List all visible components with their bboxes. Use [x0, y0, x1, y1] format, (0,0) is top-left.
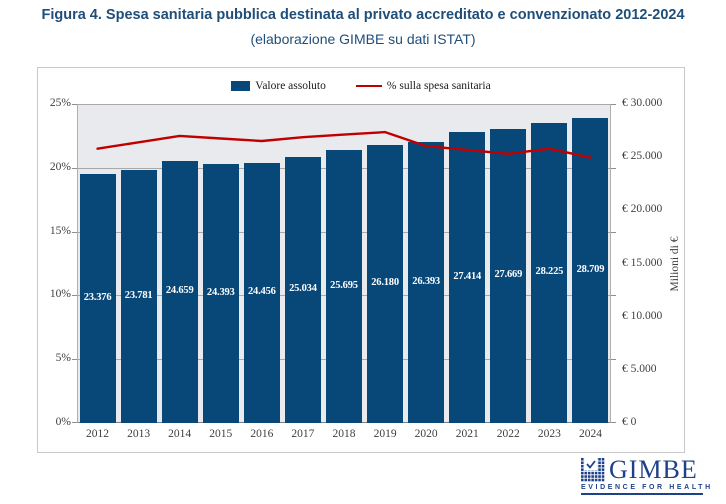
bar-2019: 26.180 — [367, 144, 404, 423]
right-axis-label-20000: € 20.000 — [622, 203, 663, 216]
left-axis-tick — [72, 359, 77, 361]
line-swatch-icon — [355, 84, 382, 88]
bar-2022: 27.669 — [490, 128, 527, 423]
x-axis-label-2020: 2020 — [414, 428, 438, 440]
right-axis-label-30000: € 30.000 — [622, 97, 663, 109]
plot-area: 23.376 23.781 24.659 24.393 24.456 25.034 25.6… — [77, 104, 611, 423]
bar-value-label-2016: 24.456 — [248, 286, 276, 298]
left-axis-tick — [72, 231, 77, 233]
gimbe-grid-check-icon — [581, 458, 605, 482]
bar-value-label-2015: 24.393 — [206, 286, 235, 298]
left-axis-tick — [72, 422, 77, 423]
bar-2016: 24.456 — [243, 162, 280, 423]
left-axis-label-5: 5% — [55, 352, 71, 365]
bar-value-label-2012: 23.376 — [83, 292, 112, 304]
x-axis-label-2018: 2018 — [332, 428, 356, 440]
bar-2020: 26.393 — [408, 142, 445, 423]
figure-title: Figura 4. Spesa sanitaria pubblica desti… — [41, 7, 685, 23]
x-axis-label-2022: 2022 — [496, 428, 520, 440]
bar-2017: 25.034 — [284, 156, 321, 423]
x-axis-label-2021: 2021 — [455, 428, 479, 440]
gimbe-logo: GIMBE EVIDENCE FOR HEALTH — [581, 455, 713, 495]
bar-2023: 28.225 — [531, 122, 568, 423]
x-axis-label-2017: 2017 — [291, 428, 315, 440]
bar-2015: 24.393 — [202, 163, 239, 423]
figure-subtitle: (elaborazione GIMBE su dati ISTAT) — [250, 31, 476, 47]
left-axis-label-15: 15% — [49, 224, 71, 237]
left-axis-label-0: 0% — [55, 416, 71, 428]
x-axis-label-2019: 2019 — [373, 428, 397, 440]
gridline-25 — [77, 104, 611, 105]
right-axis-tick — [611, 422, 616, 423]
bar-2013: 23.781 — [120, 170, 157, 423]
bar-2024: 28.709 — [572, 117, 609, 423]
legend-item-percentuale: % sulla spesa sanitaria — [355, 80, 491, 92]
percentage-line-series — [96, 130, 592, 159]
x-axis-label-2012: 2012 — [86, 428, 110, 440]
right-axis-label-10000: € 10.000 — [622, 309, 663, 322]
right-axis-tick — [611, 231, 616, 233]
x-axis-label-2015: 2015 — [209, 428, 233, 440]
x-axis-label-2023: 2023 — [537, 428, 561, 440]
bar-value-label-2022: 27.669 — [494, 269, 523, 281]
right-axis-label-25000: € 25.000 — [622, 150, 663, 163]
gimbe-logo-top: GIMBE — [581, 455, 703, 484]
x-axis-label-2016: 2016 — [250, 428, 274, 440]
bar-value-label-2023: 28.225 — [535, 266, 564, 278]
bar-value-label-2019: 26.180 — [371, 277, 399, 289]
left-axis-label-10: 10% — [49, 288, 71, 301]
x-axis-label-2024: 2024 — [578, 428, 602, 440]
bar-value-label-2024: 28.709 — [576, 263, 605, 275]
bar-value-label-2014: 24.659 — [165, 285, 194, 297]
x-axis-label-2014: 2014 — [168, 428, 192, 440]
bar-2018: 25.695 — [326, 149, 362, 423]
right-axis-tick — [611, 295, 616, 297]
left-axis-label-25: 25% — [49, 97, 71, 109]
right-axis-tick — [611, 167, 616, 169]
plot-area-wrap: 23.376 23.781 24.659 24.393 24.456 25.034 25.6… — [50, 97, 681, 440]
bar-2021: 27.414 — [449, 131, 486, 423]
x-axis-label-2013: 2013 — [127, 428, 151, 440]
left-axis-tick — [72, 295, 77, 297]
right-axis-label-0: € 0 — [622, 416, 637, 428]
legend-label-valore-assoluto: Valore assoluto — [255, 80, 326, 92]
plot-right-edge — [610, 104, 611, 423]
bar-value-label-2020: 26.393 — [412, 276, 440, 288]
right-axis-label-15000: € 15.000 — [622, 256, 663, 269]
chart-legend: Valore assoluto % sulla spesa sanitaria — [38, 80, 684, 92]
right-axis-title: Milioni di € — [669, 236, 681, 291]
bar-2012: 23.376 — [79, 174, 116, 423]
left-axis-tick — [72, 104, 77, 105]
bar-value-label-2021: 27.414 — [453, 270, 482, 282]
chart-panel: Valore assoluto % sulla spesa sanitaria … — [37, 67, 685, 453]
legend-item-valore-assoluto: Valore assoluto — [231, 80, 326, 92]
gimbe-tagline: EVIDENCE FOR HEALTH — [581, 484, 713, 491]
bar-value-label-2017: 25.034 — [289, 283, 317, 295]
gimbe-wordmark: GIMBE — [609, 455, 698, 484]
bar-value-label-2018: 25.695 — [330, 279, 358, 291]
right-axis-tick — [611, 359, 616, 361]
bar-value-label-2013: 23.781 — [124, 290, 153, 302]
left-axis-label-20: 20% — [49, 160, 71, 173]
right-axis-label-5000: € 5.000 — [622, 362, 657, 375]
right-axis-tick — [611, 104, 616, 105]
legend-label-percentuale: % sulla spesa sanitaria — [386, 80, 491, 92]
bar-2014: 24.659 — [161, 160, 198, 423]
bar-swatch-icon — [231, 81, 251, 91]
left-axis-tick — [72, 167, 77, 169]
plot-left-edge — [77, 104, 78, 423]
